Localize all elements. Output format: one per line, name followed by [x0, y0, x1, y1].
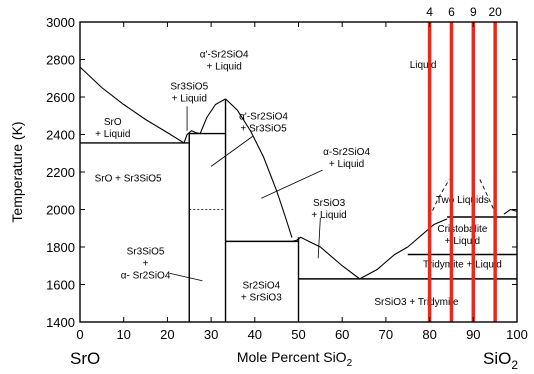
region-label-11: Sr2SiO4 + SrSiO3 — [241, 280, 282, 303]
phase-boundaries — [79, 66, 518, 322]
endmember-right-subscript: 2 — [511, 358, 518, 372]
x-tick-label-40: 40 — [248, 327, 262, 342]
x-tick-label-80: 80 — [422, 327, 436, 342]
liquidus-curve-1 — [183, 130, 201, 144]
miscibility-gap-0 — [429, 179, 450, 218]
region-labels: Liquid SrO + Liquid Sr3SiO5 + Liquid α'-Sr2Si… — [95, 50, 502, 309]
leader-line-3 — [317, 217, 321, 259]
region-label-12: Tridymite + Liquid — [423, 260, 502, 271]
liquidus-curve-8 — [503, 208, 518, 215]
region-label-4: α'-Sr2SiO4 + Sr3SiO5 — [239, 112, 288, 135]
y-tick-label-3000: 3000 — [46, 15, 75, 30]
y-tick-label-2000: 2000 — [46, 203, 75, 218]
region-label-2: Sr3SiO5 + Liquid — [170, 82, 208, 105]
y-tick-label-2800: 2800 — [46, 53, 75, 68]
region-label-1: SrO + Liquid — [95, 117, 130, 140]
axis-ticks: 0 10 20 30 40 50 60 70 80 90 100 1400 1600 1800 2000 22… — [46, 15, 528, 342]
region-label-7: SrSiO3 + Liquid — [311, 198, 346, 221]
liquidus-curve-2 — [199, 98, 226, 134]
composition-markers: 4 6 9 20 — [426, 5, 502, 322]
liquidus-curve-7 — [407, 218, 448, 248]
liquidus-curve-3 — [225, 98, 293, 238]
x-tick-label-10: 10 — [116, 327, 130, 342]
y-tick-label-2600: 2600 — [46, 90, 75, 105]
liquidus-curve-0 — [79, 66, 185, 144]
region-label-10: Sr3SiO5 + α- Sr2SiO4 — [121, 247, 171, 282]
x-tick-label-20: 20 — [160, 327, 174, 342]
x-tick-label-70: 70 — [379, 327, 393, 342]
x-tick-label-60: 60 — [335, 327, 349, 342]
region-label-9: Cristobalite + Liquid — [437, 224, 487, 247]
endmember-left-label: SrO — [70, 349, 100, 368]
marker-label-9: 9 — [470, 5, 477, 19]
y-tick-label-1400: 1400 — [46, 315, 75, 330]
y-tick-label-1600: 1600 — [46, 278, 75, 293]
x-axis-title-main: Mole Percent SiO — [237, 349, 347, 365]
region-label-3: α'-Sr2SiO4 + Liquid — [200, 50, 249, 73]
x-tick-label-0: 0 — [76, 327, 83, 342]
marker-label-6: 6 — [448, 5, 455, 19]
region-label-5: α-Sr2SiO4 + Liquid — [323, 147, 370, 170]
x-tick-label-30: 30 — [204, 327, 218, 342]
y-axis-title: Temperature (K) — [9, 121, 25, 222]
liquidus-curve-6 — [359, 246, 409, 280]
x-tick-label-90: 90 — [466, 327, 480, 342]
y-tick-label-2200: 2200 — [46, 165, 75, 180]
x-axis-title: Mole Percent SiO2 — [237, 349, 353, 369]
x-tick-label-100: 100 — [506, 327, 528, 342]
region-label-0: Liquid — [410, 60, 437, 71]
liquidus-curve-5 — [304, 239, 361, 280]
region-label-6: SrO + Sr3SiO5 — [95, 173, 162, 184]
marker-label-4: 4 — [426, 5, 433, 19]
leader-line-4 — [169, 272, 203, 282]
region-label-13: SrSiO3 + Tridymite — [374, 297, 459, 308]
marker-label-20: 20 — [488, 5, 502, 19]
x-axis-title-subscript: 2 — [347, 358, 353, 369]
y-tick-label-1800: 1800 — [46, 240, 75, 255]
leader-line-2 — [261, 169, 323, 199]
x-tick-label-50: 50 — [291, 327, 305, 342]
region-label-8: Two Liquids — [436, 195, 489, 206]
leader-line-1 — [210, 136, 253, 167]
y-tick-label-2400: 2400 — [46, 128, 75, 143]
endmember-right-main: SiO — [483, 349, 511, 368]
endmember-right-label: SiO2 — [483, 349, 518, 372]
